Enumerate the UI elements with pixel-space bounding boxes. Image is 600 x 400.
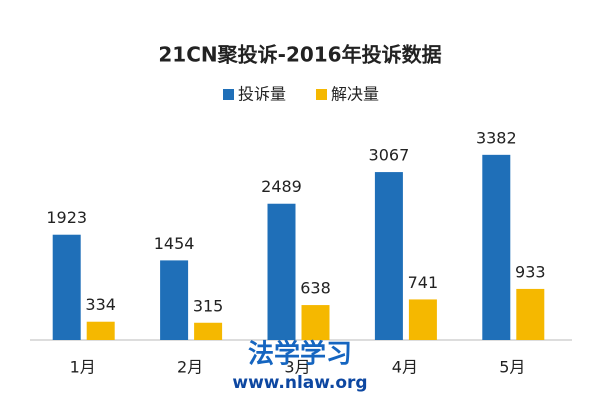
bar (482, 154, 511, 340)
bar (86, 321, 115, 340)
data-label: 1454 (154, 234, 195, 253)
bar (408, 299, 437, 340)
data-label: 933 (515, 262, 546, 281)
data-label: 741 (408, 273, 439, 292)
x-tick-label: 2月 (177, 358, 203, 377)
x-tick-label: 3月 (284, 358, 310, 377)
x-tick-label: 4月 (392, 358, 418, 377)
bar (52, 234, 81, 340)
data-label: 638 (300, 279, 331, 298)
bar (267, 203, 296, 340)
chart-title: 21CN聚投诉-2016年投诉数据 (158, 43, 441, 67)
legend-swatch (223, 89, 234, 100)
bar (374, 172, 403, 340)
watermark-text: 法学学习 (248, 339, 352, 370)
watermark-url: www.nlaw.org (232, 373, 367, 393)
x-tick-label: 1月 (70, 358, 96, 377)
data-label: 3067 (369, 146, 410, 165)
data-label: 334 (85, 295, 116, 314)
data-label: 3382 (476, 128, 517, 147)
bar (160, 260, 189, 340)
x-tick-label: 5月 (499, 358, 525, 377)
bar (194, 322, 223, 340)
data-label: 315 (193, 296, 224, 315)
legend-label: 投诉量 (238, 85, 286, 104)
bar (301, 305, 330, 340)
legend-label: 解决量 (331, 85, 379, 104)
legend-swatch (316, 89, 327, 100)
data-label: 1923 (46, 208, 87, 227)
bar (516, 288, 545, 340)
data-label: 2489 (261, 177, 302, 196)
